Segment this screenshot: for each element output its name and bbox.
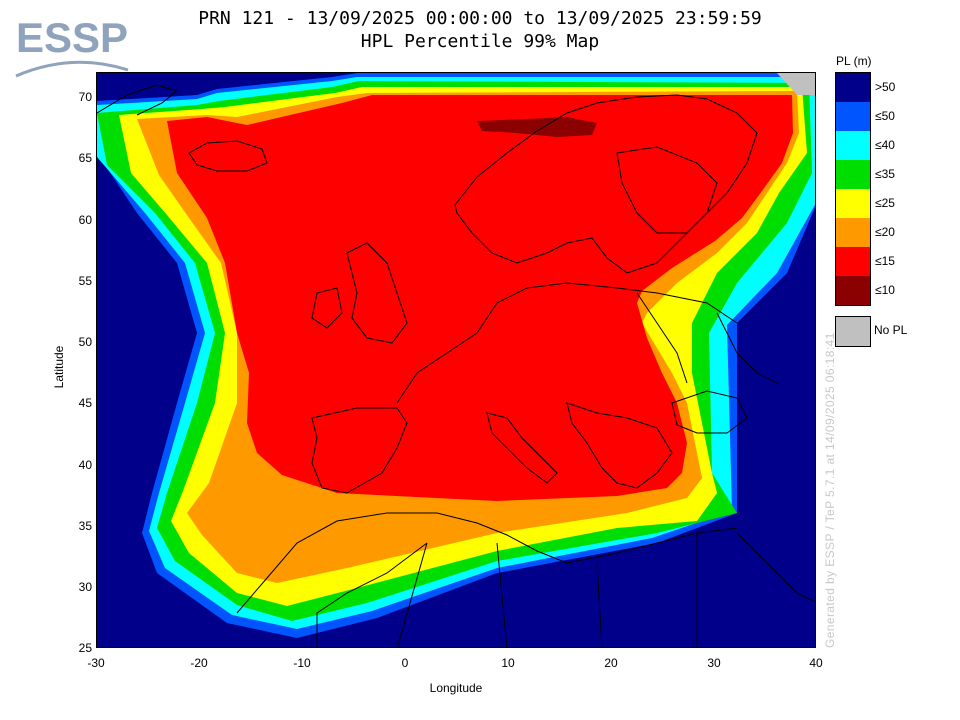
y-tick-60: 60 (78, 213, 92, 227)
y-tick-65: 65 (78, 151, 92, 165)
y-tick-50: 50 (78, 335, 92, 349)
x-tick-neg20: -20 (190, 656, 208, 670)
legend-label-le20: ≤20 (875, 225, 895, 239)
y-tick-45: 45 (78, 396, 92, 410)
legend-swatch-no-pl (835, 316, 871, 347)
legend-label-no-pl: No PL (874, 323, 908, 337)
y-tick-55: 55 (78, 274, 92, 288)
x-tick-neg10: -10 (293, 656, 311, 670)
legend-label-gt50: >50 (875, 80, 896, 94)
x-tick-0: 0 (401, 656, 409, 670)
logo-text: ESSP (16, 14, 128, 61)
generator-watermark: Generated by ESSP / TeP 5.7.1 at 14/09/2… (823, 332, 837, 648)
y-axis-title: Latitude (52, 345, 66, 389)
legend-swatch-le50 (836, 102, 870, 131)
legend-label-le50: ≤50 (875, 109, 895, 123)
x-tick-neg30: -30 (87, 656, 105, 670)
legend-colorbar (835, 72, 871, 306)
legend-swatch-le40 (836, 131, 870, 160)
legend-swatch-le15 (836, 247, 870, 276)
y-tick-40: 40 (78, 458, 92, 472)
band-le10 (477, 117, 597, 137)
essp-logo: ESSP (12, 12, 132, 82)
y-tick-70: 70 (78, 90, 92, 104)
legend-swatch-le20 (836, 218, 870, 247)
legend-label-le15: ≤15 (875, 254, 895, 268)
hpl-map (96, 72, 816, 648)
legend-label-le40: ≤40 (875, 138, 895, 152)
legend-label-le25: ≤25 (875, 196, 895, 210)
x-axis-title: Longitude (429, 681, 483, 695)
map-subtitle: HPL Percentile 99% Map (360, 31, 600, 52)
x-tick-40: 40 (809, 656, 823, 670)
no-pl-region (777, 73, 815, 95)
legend-swatch-le25 (836, 189, 870, 218)
legend-swatch-le10 (836, 276, 870, 305)
band-le15 (167, 95, 793, 501)
legend-swatch-gt50 (836, 73, 870, 102)
legend-swatch-le35 (836, 160, 870, 189)
y-tick-30: 30 (78, 580, 92, 594)
x-tick-30: 30 (707, 656, 721, 670)
map-title: PRN 121 - 13/09/2025 00:00:00 to 13/09/2… (198, 8, 762, 29)
x-tick-20: 20 (604, 656, 618, 670)
y-tick-35: 35 (78, 519, 92, 533)
hpl-contour-map (97, 73, 815, 647)
legend-title: PL (m) (836, 54, 872, 68)
y-tick-25: 25 (78, 641, 92, 655)
legend-label-le35: ≤35 (875, 167, 895, 181)
x-tick-10: 10 (501, 656, 515, 670)
legend-label-le10: ≤10 (875, 283, 895, 297)
